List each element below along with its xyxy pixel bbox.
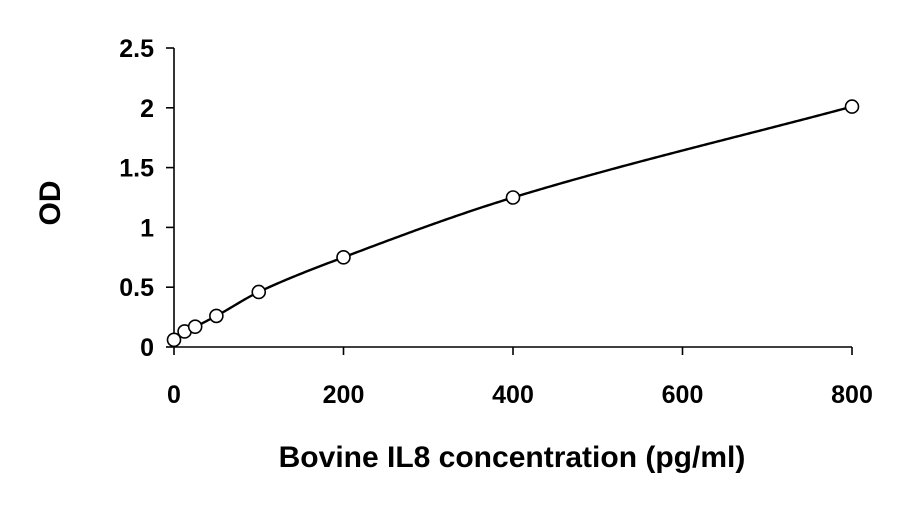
data-point: [209, 308, 224, 324]
data-point: [336, 249, 351, 265]
data-points: [166, 99, 860, 348]
y-tick-label: 0.5: [119, 274, 154, 302]
data-point: [187, 319, 203, 334]
y-tick-label: 1.5: [119, 155, 154, 183]
x-ticks: 0 200 400 600 800: [167, 347, 873, 409]
data-point: [505, 190, 521, 205]
y-axis: 0 0.5 1 1.5 2 2.5: [119, 35, 175, 362]
y-tick-label: 2: [140, 95, 154, 123]
y-tick-label: 2.5: [119, 35, 154, 63]
x-tick-label: 400: [492, 381, 534, 409]
x-tick-label: 800: [831, 381, 873, 409]
fit-curve: [173, 105, 853, 341]
y-tick-label: 1: [140, 214, 154, 242]
y-tick-label: 0: [140, 334, 154, 362]
data-point: [251, 284, 267, 300]
x-tick-label: 600: [662, 381, 704, 409]
x-axis-title: Bovine IL8 concentration (pg/ml): [279, 441, 746, 474]
data-point: [166, 332, 182, 348]
y-ticks: 0 0.5 1 1.5 2 2.5: [119, 35, 174, 362]
y-axis-title: OD: [34, 181, 67, 226]
data-point: [844, 99, 860, 114]
x-axis: 0 200 400 600 800: [167, 346, 873, 409]
x-tick-label: 0: [167, 381, 181, 409]
x-tick-label: 200: [323, 381, 365, 409]
